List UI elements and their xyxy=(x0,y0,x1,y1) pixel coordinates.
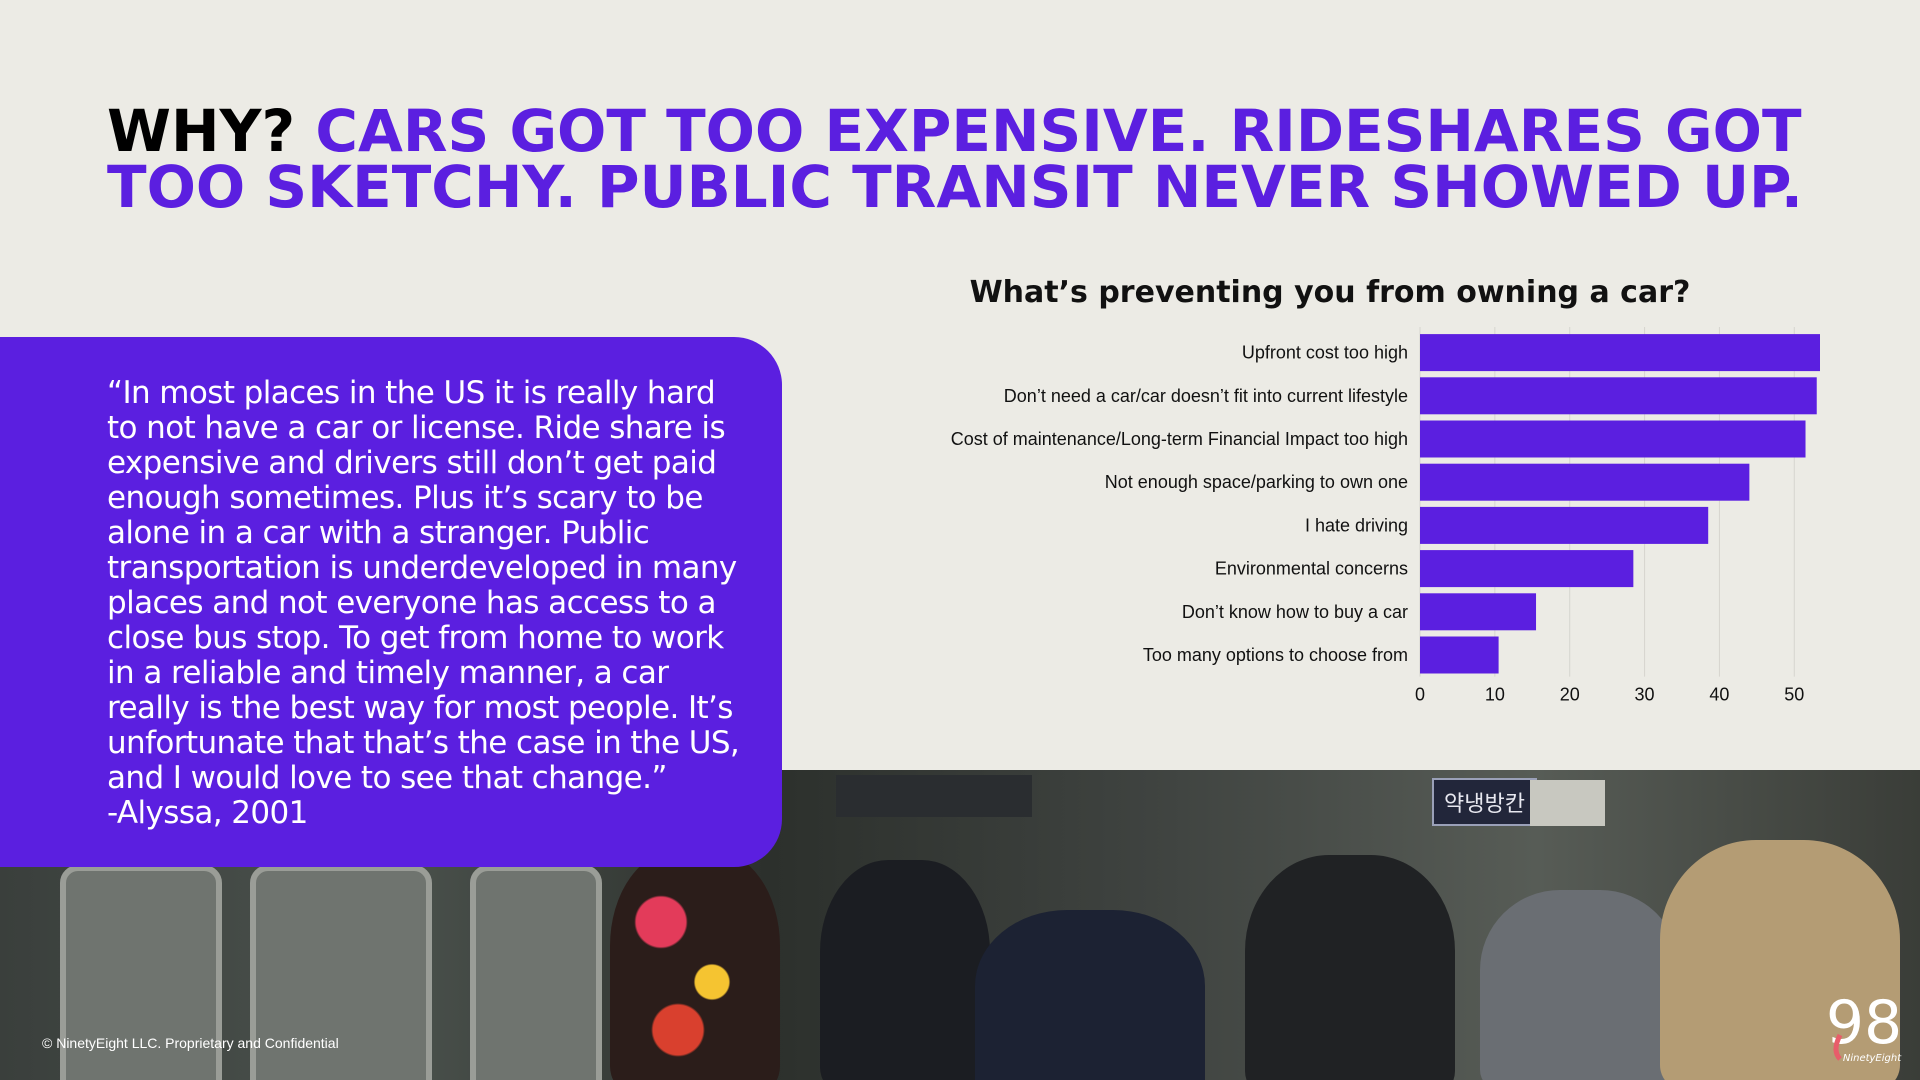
x-tick-label: 30 xyxy=(1635,685,1655,705)
x-tick-label: 40 xyxy=(1709,685,1729,705)
category-label: Too many options to choose from xyxy=(1143,645,1408,665)
x-tick-label: 10 xyxy=(1485,685,1505,705)
bar xyxy=(1420,334,1820,372)
bar xyxy=(1420,593,1537,631)
quote-card xyxy=(0,337,782,867)
photo-person xyxy=(820,860,990,1080)
bar-chart: Upfront cost too high Don’t need a car/ca… xyxy=(951,327,1820,705)
category-label: I hate driving xyxy=(1305,515,1408,535)
x-tick-label: 50 xyxy=(1784,685,1804,705)
chart-title: What’s preventing you from owning a car? xyxy=(969,275,1691,310)
photo-person xyxy=(1480,890,1680,1080)
bar xyxy=(1420,636,1499,674)
footer-copyright: © NinetyEight LLC. Proprietary and Confi… xyxy=(42,1035,339,1051)
category-label: Don’t know how to buy a car xyxy=(1182,602,1408,622)
quote-body: “In most places in the US it is really h… xyxy=(107,375,740,796)
photo-sign-text: 약냉방칸 xyxy=(1444,792,1525,817)
subway-photo: 약냉방칸 xyxy=(0,770,1920,1080)
quote-attribution: -Alyssa, 2001 xyxy=(107,795,308,831)
bar xyxy=(1420,506,1709,544)
photo-person xyxy=(610,850,780,1080)
headline-lead: WHY? xyxy=(107,97,296,165)
quote-text: “In most places in the US it is really h… xyxy=(107,376,747,831)
x-tick-label: 0 xyxy=(1415,685,1425,705)
photo-window xyxy=(470,865,602,1080)
photo-person xyxy=(975,910,1205,1080)
photo-sign: 약냉방칸 xyxy=(1432,778,1537,826)
photo-panel xyxy=(1530,780,1605,826)
ninetyeight-logo: 98 NinetyEight xyxy=(1826,988,1902,1064)
bar xyxy=(1420,550,1634,588)
category-label: Environmental concerns xyxy=(1215,559,1408,579)
headline: WHY? CARS GOT TOO EXPENSIVE. RIDESHARES … xyxy=(107,102,1827,216)
category-label: Don’t need a car/car doesn’t fit into cu… xyxy=(1004,386,1408,406)
category-label: Not enough space/parking to own one xyxy=(1105,472,1408,492)
bar xyxy=(1420,420,1806,458)
photo-person xyxy=(1660,840,1900,1080)
x-tick-label: 20 xyxy=(1560,685,1580,705)
photo-person xyxy=(1245,855,1455,1080)
logo-swoosh xyxy=(1833,1033,1843,1061)
logo-wordmark: NinetyEight xyxy=(1843,1053,1902,1064)
headline-rest: CARS GOT TOO EXPENSIVE. RIDESHARES GOT T… xyxy=(107,97,1803,221)
photo-panel xyxy=(836,775,1032,817)
bar xyxy=(1420,377,1817,415)
category-label: Upfront cost too high xyxy=(1242,343,1408,363)
photo-window xyxy=(250,865,432,1080)
category-label: Cost of maintenance/Long-term Financial … xyxy=(951,429,1408,449)
photo-window xyxy=(60,865,222,1080)
bar xyxy=(1420,463,1750,501)
